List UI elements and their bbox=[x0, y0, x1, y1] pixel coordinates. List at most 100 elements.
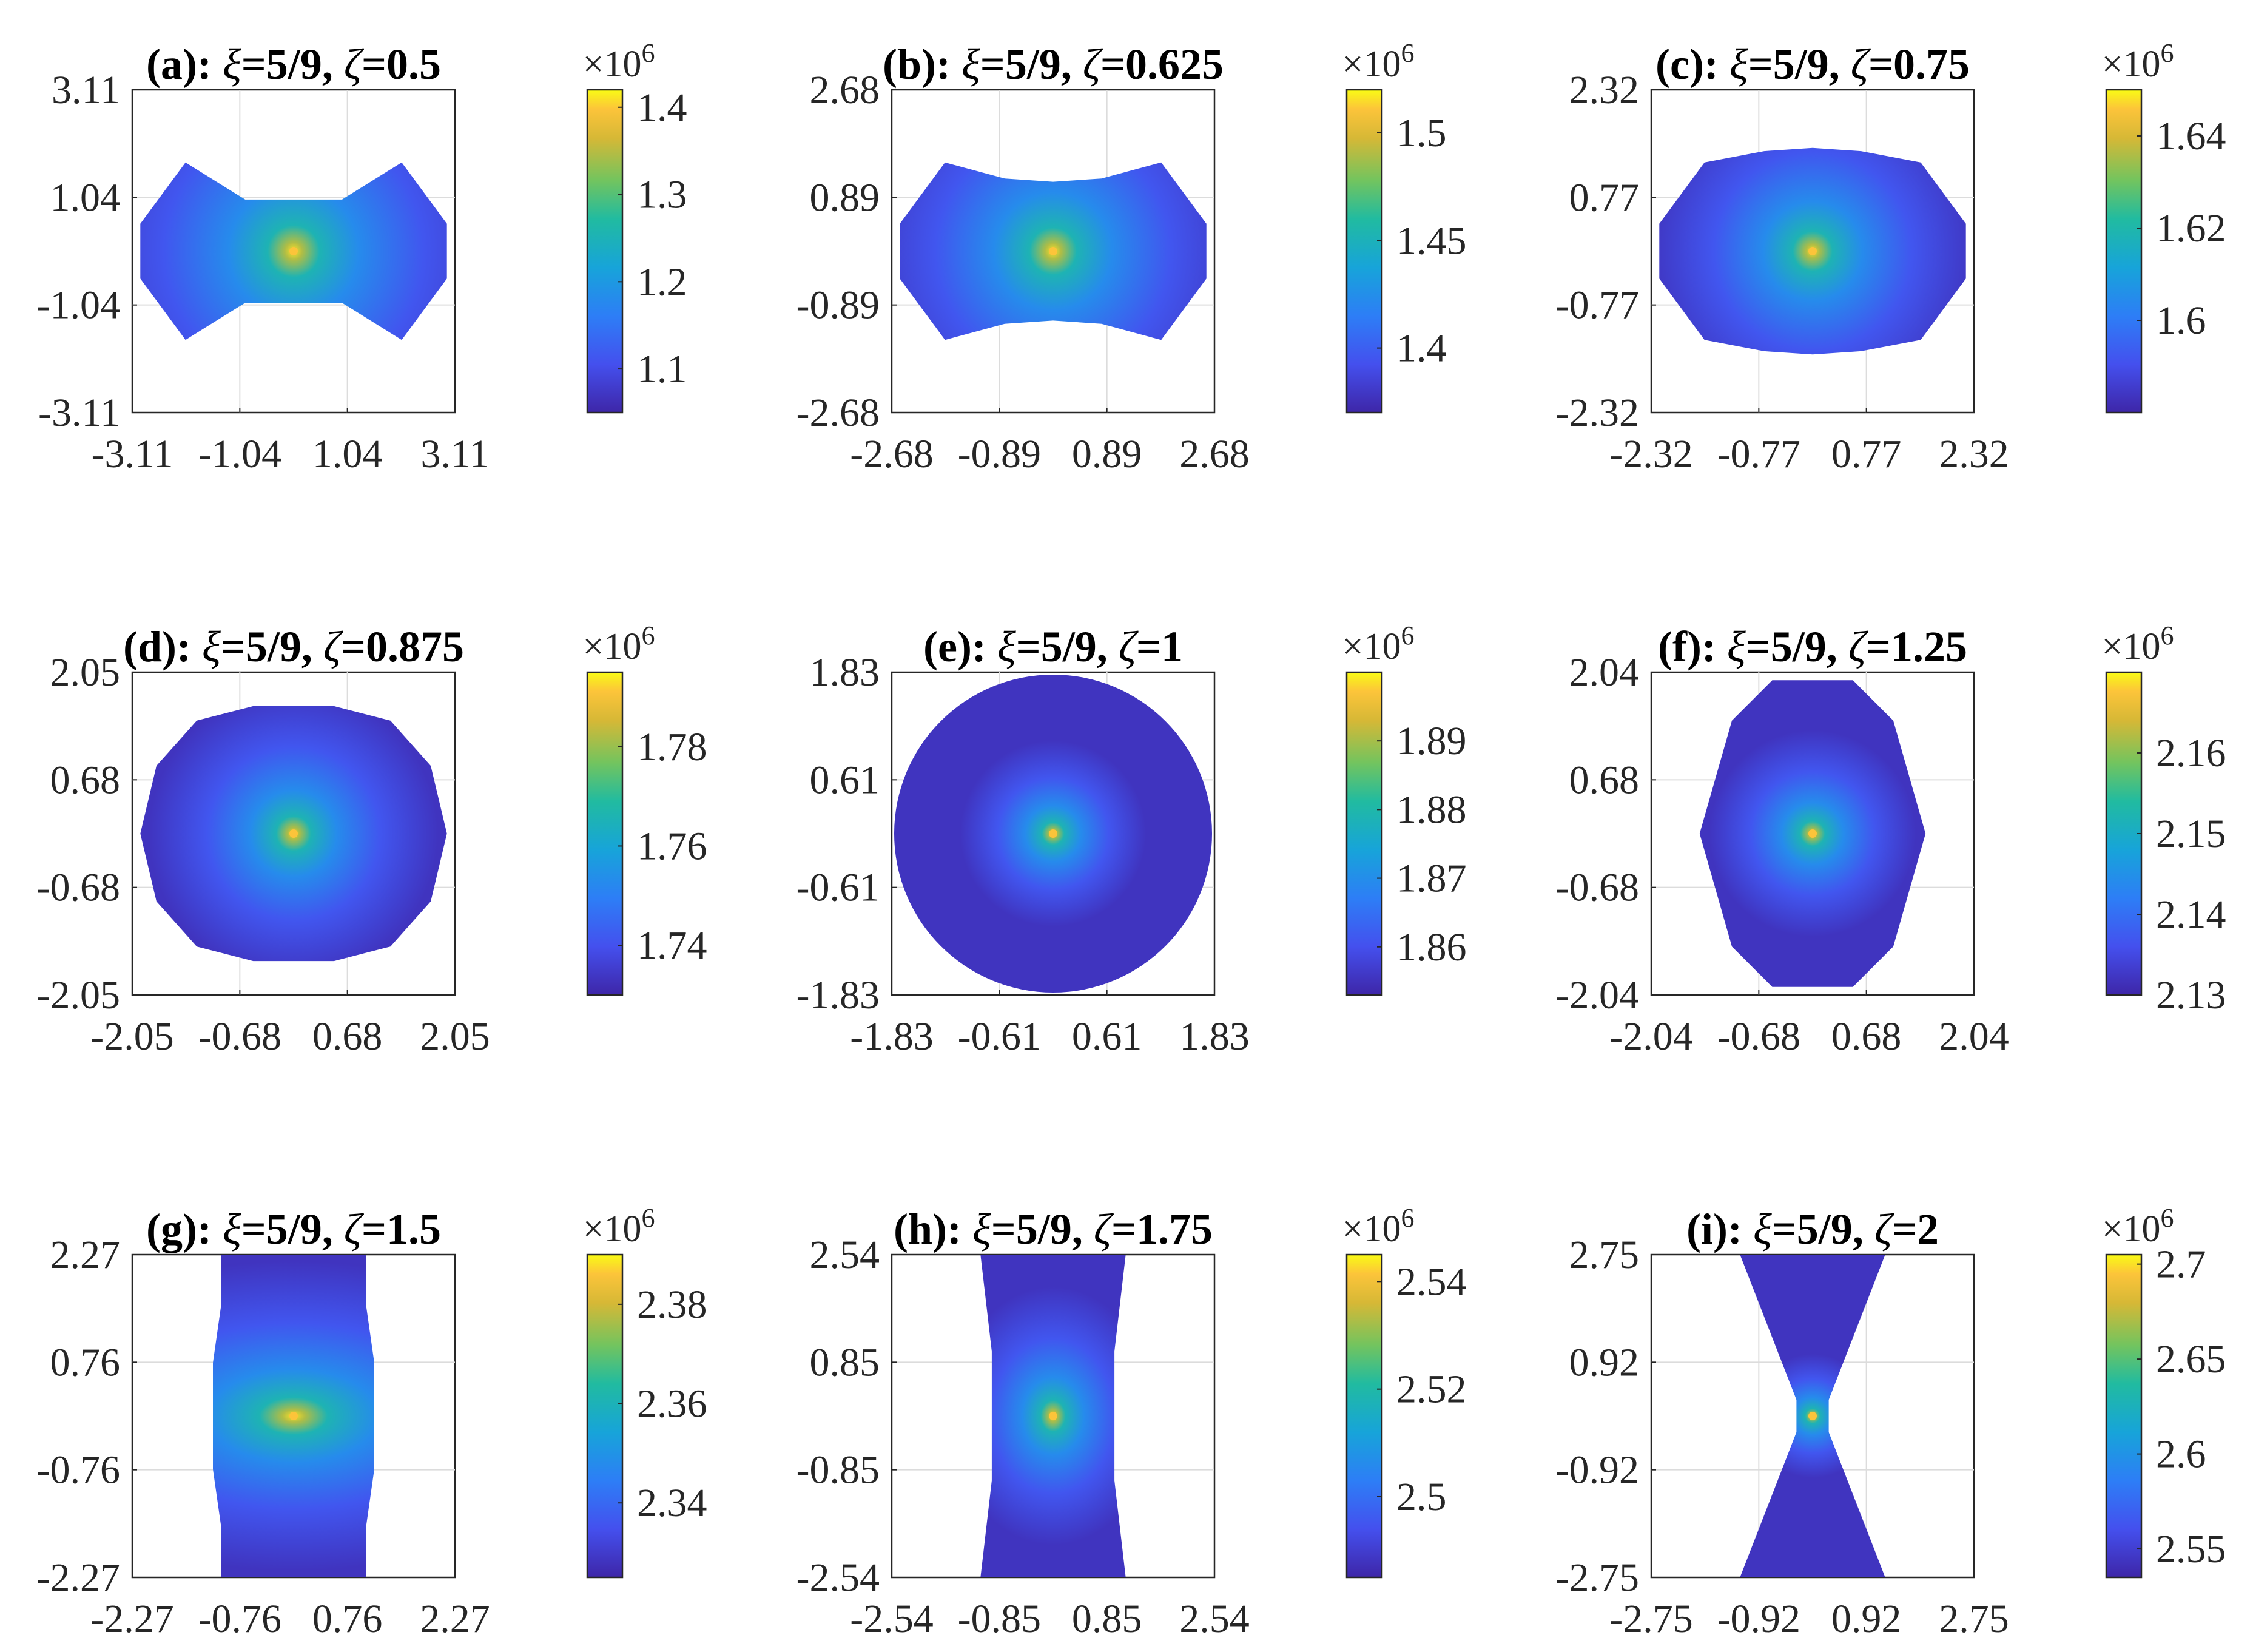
y-tick-label: -2.32 bbox=[1556, 391, 1639, 435]
y-tick-label: -0.92 bbox=[1556, 1448, 1639, 1492]
colorbar-tick-label: 1.2 bbox=[637, 260, 687, 304]
y-tick-label: 2.75 bbox=[1569, 1233, 1640, 1277]
x-tick-label: -1.04 bbox=[198, 432, 281, 476]
x-tick-label: -1.83 bbox=[850, 1014, 933, 1059]
x-tick-label: 2.54 bbox=[1179, 1597, 1250, 1641]
panel-title: (c): ξ=5/9, ζ=0.75 bbox=[1655, 40, 1970, 89]
panel-f: -2.04 -0.68 0.68 2.04 2.04 0.68 -0.68 -2.04 (f):… bbox=[1556, 621, 2226, 1059]
colorbar-tick-label: 2.36 bbox=[637, 1382, 707, 1426]
x-tick-label: -2.05 bbox=[90, 1014, 173, 1059]
colorbar-tick-label: 2.34 bbox=[637, 1481, 707, 1525]
colorbar-exponent: ×106 bbox=[2102, 1203, 2174, 1250]
colorbar bbox=[1345, 671, 1383, 996]
x-tick-label: 3.11 bbox=[420, 432, 489, 476]
x-tick-label: 1.04 bbox=[312, 432, 383, 476]
y-tick-label: -0.61 bbox=[796, 866, 880, 910]
y-tick-label: -0.85 bbox=[796, 1448, 880, 1492]
colorbar-tick-label: 2.55 bbox=[2156, 1527, 2226, 1571]
colorbar-tick-label: 1.86 bbox=[1396, 925, 1467, 969]
colorbar-tick-label: 1.89 bbox=[1396, 719, 1467, 763]
x-tick-label: -0.89 bbox=[958, 432, 1041, 476]
y-tick-label: -3.11 bbox=[38, 391, 120, 435]
x-tick-label: -0.77 bbox=[1717, 432, 1800, 476]
colorbar-tick-label: 1.74 bbox=[637, 923, 707, 968]
colorbar-tick-label: 2.6 bbox=[2156, 1432, 2206, 1477]
colorbar-tick-label: 2.14 bbox=[2156, 892, 2226, 937]
colorbar-tick-label: 1.62 bbox=[2156, 206, 2226, 251]
colorbar bbox=[586, 89, 624, 414]
colorbar-tick-label: 2.65 bbox=[2156, 1337, 2226, 1381]
colorbar-exponent: ×106 bbox=[583, 1203, 655, 1250]
colorbar-tick-label: 1.78 bbox=[637, 725, 707, 769]
x-tick-label: 0.76 bbox=[312, 1597, 383, 1641]
y-tick-label: -2.54 bbox=[796, 1556, 880, 1600]
peak-point bbox=[1049, 247, 1057, 255]
y-tick-label: 2.27 bbox=[50, 1233, 121, 1277]
peak-point bbox=[289, 829, 298, 838]
colorbar-tick-label: 1.45 bbox=[1396, 218, 1467, 263]
colorbar-exponent: ×106 bbox=[1342, 1203, 1415, 1250]
y-tick-label: -2.68 bbox=[796, 391, 880, 435]
x-tick-label: -0.92 bbox=[1717, 1597, 1800, 1641]
colorbar bbox=[2105, 89, 2143, 414]
colorbar-tick-label: 2.7 bbox=[2156, 1242, 2206, 1287]
panel-title: (d): ξ=5/9, ζ=0.875 bbox=[123, 622, 464, 671]
x-tick-label: 1.83 bbox=[1179, 1014, 1250, 1059]
colorbar-exponent: ×106 bbox=[2102, 621, 2174, 667]
colorbar-tick-label: 2.13 bbox=[2156, 973, 2226, 1017]
x-tick-label: -0.68 bbox=[198, 1014, 281, 1059]
colorbar-exponent: ×106 bbox=[583, 621, 655, 667]
colorbar-tick-label: 2.16 bbox=[2156, 731, 2226, 775]
panel-title: (h): ξ=5/9, ζ=1.75 bbox=[894, 1205, 1213, 1253]
peak-point bbox=[1808, 247, 1817, 255]
x-tick-label: 0.77 bbox=[1831, 432, 1902, 476]
panel-a: -3.11 -1.04 1.04 3.11 3.11 1.04 -1.04 -3.11 (a):… bbox=[37, 38, 687, 476]
y-tick-label: 2.54 bbox=[810, 1233, 880, 1277]
colorbar bbox=[1345, 1253, 1383, 1579]
y-tick-label: -2.75 bbox=[1556, 1556, 1639, 1600]
peak-point bbox=[289, 247, 298, 255]
colorbar bbox=[586, 671, 624, 996]
colorbar-tick-label: 1.1 bbox=[637, 347, 687, 391]
panel-g: -2.27 -0.76 0.76 2.27 2.27 0.76 -0.76 -2.27 (g):… bbox=[37, 1203, 707, 1641]
y-tick-label: 2.05 bbox=[50, 650, 121, 695]
colorbar bbox=[1345, 89, 1383, 414]
colorbar-tick-label: 1.88 bbox=[1396, 787, 1467, 832]
panel-h: -2.54 -0.85 0.85 2.54 2.54 0.85 -0.85 -2.54 (h):… bbox=[796, 1203, 1467, 1641]
y-tick-label: -1.04 bbox=[37, 283, 120, 328]
panel-title: (a): ξ=5/9, ζ=0.5 bbox=[146, 40, 441, 89]
colorbar-tick-label: 1.3 bbox=[637, 173, 687, 217]
y-tick-label: 0.68 bbox=[50, 758, 121, 802]
colorbar-tick-label: 2.5 bbox=[1396, 1475, 1447, 1519]
panel-title: (e): ξ=5/9, ζ=1 bbox=[923, 622, 1183, 671]
panel-c: -2.32 -0.77 0.77 2.32 2.32 0.77 -0.77 -2.32 (c):… bbox=[1556, 38, 2226, 476]
panel-title: (i): ξ=5/9, ζ=2 bbox=[1686, 1205, 1939, 1253]
x-tick-label: 0.68 bbox=[312, 1014, 383, 1059]
y-tick-label: 0.76 bbox=[50, 1340, 121, 1384]
x-tick-label: -2.68 bbox=[850, 432, 933, 476]
panel-d: -2.05 -0.68 0.68 2.05 2.05 0.68 -0.68 -2.05 (d):… bbox=[37, 621, 707, 1059]
x-tick-label: 2.75 bbox=[1939, 1597, 2009, 1641]
peak-point bbox=[1808, 829, 1817, 838]
panel-title: (f): ξ=5/9, ζ=1.25 bbox=[1658, 622, 1967, 671]
colorbar-tick-label: 1.76 bbox=[637, 824, 707, 868]
x-tick-label: -2.75 bbox=[1609, 1597, 1692, 1641]
panel-i: -2.75 -0.92 0.92 2.75 2.75 0.92 -0.92 -2.75 (i):… bbox=[1556, 1203, 2226, 1641]
x-tick-label: -2.32 bbox=[1609, 432, 1692, 476]
y-tick-label: -0.68 bbox=[37, 866, 120, 910]
colorbar-exponent: ×106 bbox=[1342, 621, 1415, 667]
colorbar-tick-label: 1.87 bbox=[1396, 857, 1467, 901]
x-tick-label: 2.27 bbox=[420, 1597, 490, 1641]
colorbar-tick-label: 1.64 bbox=[2156, 114, 2226, 158]
colorbar-tick-label: 1.4 bbox=[1396, 326, 1447, 371]
colorbar-tick-label: 2.54 bbox=[1396, 1259, 1467, 1304]
colorbar-tick-label: 2.15 bbox=[2156, 812, 2226, 856]
panel-e: -1.83 -0.61 0.61 1.83 1.83 0.61 -0.61 -1.83 (e):… bbox=[796, 621, 1467, 1059]
colorbar bbox=[586, 1253, 624, 1579]
y-tick-label: 0.61 bbox=[810, 758, 880, 802]
y-tick-label: 2.04 bbox=[1569, 650, 1640, 695]
colorbar-exponent: ×106 bbox=[1342, 38, 1415, 85]
y-tick-label: 0.85 bbox=[810, 1340, 880, 1384]
colorbar-exponent: ×106 bbox=[2102, 38, 2174, 85]
